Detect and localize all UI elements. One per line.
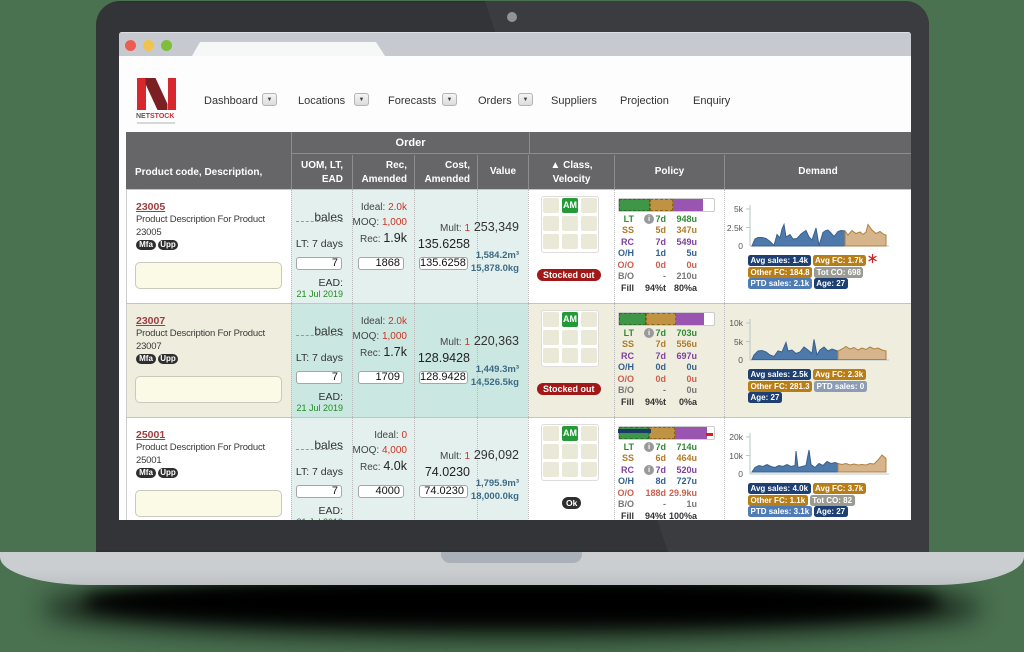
svg-text:10k: 10k [729,318,743,328]
svg-text:0: 0 [738,469,743,479]
svg-text:5k: 5k [734,337,744,347]
svg-text:10k: 10k [729,451,743,461]
svg-text:2.5k: 2.5k [727,223,744,233]
svg-text:20k: 20k [729,432,743,442]
svg-text:0: 0 [738,241,743,251]
svg-text:0: 0 [738,355,743,365]
svg-text:5k: 5k [734,204,744,214]
